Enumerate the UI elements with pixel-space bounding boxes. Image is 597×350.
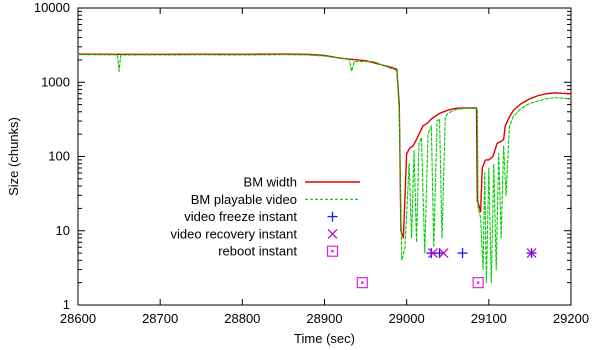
- legend-item-reboot-instant: reboot instant: [218, 244, 339, 259]
- x-axis-label: Time (sec): [294, 331, 355, 346]
- y-axis: 1 10 100 1000 10000: [34, 0, 571, 312]
- legend-item-video-recovery-instant: video recovery instant: [171, 226, 338, 241]
- x-tick-label: 29200: [553, 311, 589, 326]
- y-tick-label: 1: [63, 297, 70, 312]
- reboot-instant-series: [356, 277, 484, 289]
- legend-label: video freeze instant: [184, 209, 297, 224]
- plot-frame: [77, 7, 572, 306]
- bm-playable-video-line: [77, 54, 572, 284]
- y-tick-label: 100: [48, 149, 70, 164]
- legend-point: [326, 245, 339, 257]
- y-axis-label: Size (chunks): [6, 117, 21, 196]
- legend: BM width BM playable video video freeze in…: [171, 175, 360, 259]
- x-axis: 28600 28700 28800 28900 29000 29100 29200: [60, 8, 589, 326]
- legend-item-bm-width: BM width: [244, 175, 360, 190]
- video-recovery-instant-point: [438, 248, 449, 259]
- legend-item-video-freeze-instant: video freeze instant: [184, 209, 338, 224]
- x-tick-label: 28700: [142, 311, 178, 326]
- legend-point: [327, 228, 338, 239]
- bm-width-series: [77, 53, 572, 239]
- plot-area-border: [77, 7, 572, 306]
- legend-item-bm-playable-video: BM playable video: [191, 192, 360, 207]
- legend-point-center: [331, 250, 334, 253]
- x-tick-label: 28800: [224, 311, 260, 326]
- bm-playable-video-series: [77, 54, 572, 284]
- legend-label: video recovery instant: [171, 226, 298, 241]
- x-tick-label: 28600: [60, 311, 96, 326]
- video-recovery-instant-point: [428, 248, 438, 259]
- reboot-instant-point-center: [361, 281, 364, 284]
- x-tick-label: 28900: [306, 311, 342, 326]
- y-tick-label: 10: [56, 223, 70, 238]
- y-tick-label: 1000: [41, 74, 70, 89]
- legend-label: reboot instant: [218, 244, 297, 259]
- reboot-instant-point-center: [476, 281, 480, 284]
- video-recovery-instant-point: [526, 248, 537, 259]
- reboot-instant-point: [472, 277, 484, 289]
- series-layer: [77, 53, 572, 289]
- legend-label: BM playable video: [191, 192, 297, 207]
- x-tick-label: 29100: [471, 311, 507, 326]
- bm-width-line: [77, 53, 572, 239]
- y-tick-label: 10000: [34, 0, 70, 15]
- reboot-instant-point: [356, 277, 368, 289]
- x-tick-label: 29000: [389, 311, 425, 326]
- video-recovery-instant-series: [428, 248, 537, 259]
- legend-label: BM width: [244, 175, 297, 190]
